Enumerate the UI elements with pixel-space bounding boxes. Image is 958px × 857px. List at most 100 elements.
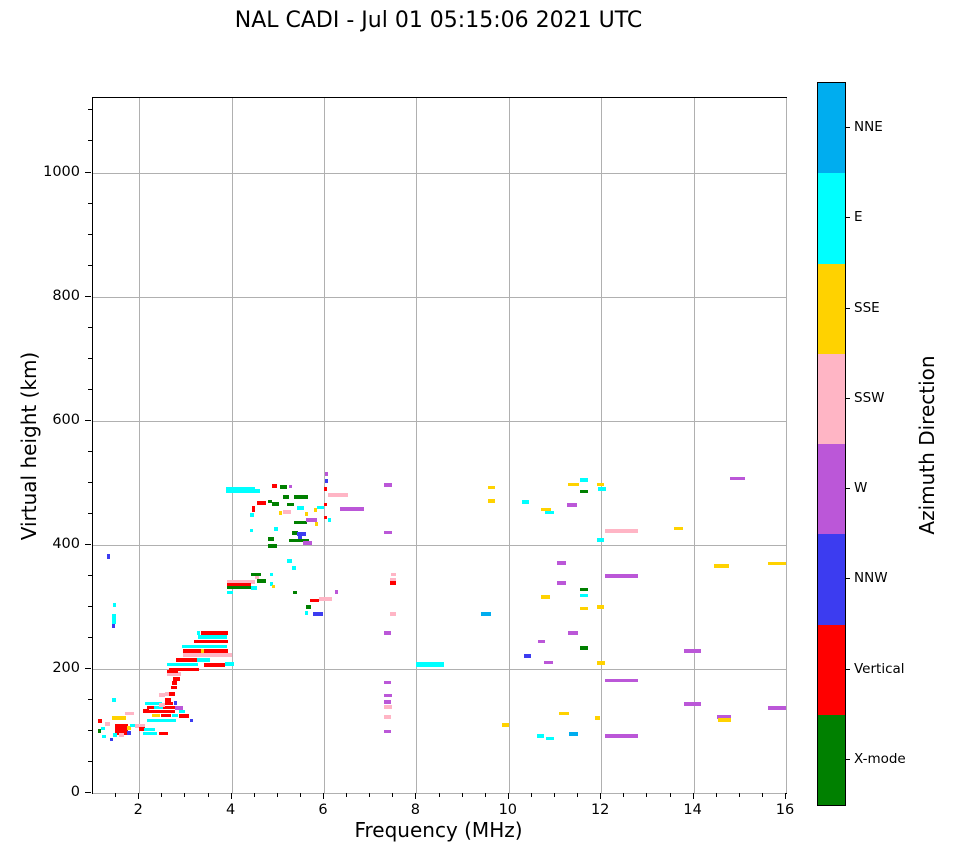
- gridline-y: [93, 420, 786, 422]
- y-tick-major: [85, 667, 91, 669]
- data-point: [97, 729, 102, 733]
- data-point: [200, 649, 204, 653]
- data-point: [250, 528, 254, 533]
- x-tick-minor: [369, 793, 371, 797]
- data-point: [384, 631, 392, 635]
- data-point: [272, 484, 278, 488]
- data-point: [557, 560, 566, 565]
- data-point: [287, 502, 295, 507]
- y-tick-minor: [88, 388, 92, 390]
- data-point: [154, 705, 164, 710]
- data-point: [568, 732, 579, 736]
- data-point: [164, 691, 170, 696]
- data-point: [488, 485, 495, 490]
- colorbar-label: Azimuth Direction: [915, 355, 939, 535]
- data-point: [147, 709, 176, 714]
- data-point: [558, 711, 569, 716]
- data-point: [226, 487, 255, 493]
- data-point: [134, 724, 145, 728]
- data-point: [166, 672, 181, 676]
- gridline-x: [508, 98, 510, 793]
- data-point: [112, 613, 116, 624]
- x-tick-minor: [761, 793, 763, 797]
- x-tick-minor: [646, 793, 648, 797]
- x-tick-major: [507, 793, 509, 799]
- gridline-x: [231, 98, 233, 793]
- data-point: [171, 681, 177, 685]
- x-tick-label: 12: [590, 802, 610, 818]
- y-tick-label: 0: [70, 784, 80, 800]
- x-tick-label: 2: [133, 802, 143, 818]
- data-point: [289, 538, 309, 543]
- data-point: [257, 501, 267, 505]
- data-point: [596, 538, 605, 542]
- data-point: [567, 482, 580, 487]
- gridline-y: [93, 172, 786, 174]
- data-point: [271, 584, 275, 589]
- y-tick-major: [85, 295, 91, 297]
- data-point: [111, 624, 115, 628]
- data-point: [224, 662, 234, 666]
- plot-area: [92, 97, 787, 794]
- data-point: [317, 505, 325, 510]
- data-point: [175, 706, 183, 710]
- gridline-y: [93, 296, 786, 298]
- data-point: [227, 585, 255, 590]
- data-point: [130, 723, 136, 728]
- colorbar-segment-x: [818, 714, 845, 806]
- x-tick-minor: [207, 793, 209, 797]
- data-point: [580, 606, 588, 611]
- data-point: [384, 483, 393, 488]
- colorbar-segment-e: [818, 173, 845, 264]
- colorbar-tick: [845, 307, 850, 309]
- colorbar-segment-nne: [818, 83, 845, 174]
- data-point: [161, 713, 171, 718]
- data-point: [717, 717, 732, 722]
- data-point: [198, 635, 227, 640]
- data-point: [384, 729, 392, 734]
- x-tick-minor: [438, 793, 440, 797]
- data-point: [598, 487, 606, 491]
- x-tick-major: [138, 793, 140, 799]
- data-point: [604, 678, 639, 683]
- data-point: [327, 518, 332, 522]
- gridline-x: [601, 98, 603, 793]
- data-point: [115, 723, 129, 735]
- data-point: [580, 593, 588, 598]
- data-point: [684, 702, 701, 707]
- data-point: [595, 716, 601, 720]
- y-tick-minor: [88, 264, 92, 266]
- x-tick-minor: [184, 793, 186, 797]
- data-point: [183, 649, 228, 653]
- y-tick-minor: [88, 140, 92, 142]
- x-tick-minor: [623, 793, 625, 797]
- data-point: [294, 520, 307, 525]
- data-point: [109, 737, 114, 742]
- data-point: [415, 662, 445, 668]
- data-point: [176, 658, 197, 662]
- x-tick-minor: [484, 793, 486, 797]
- data-point: [168, 691, 175, 696]
- data-point: [521, 500, 530, 504]
- data-point: [118, 733, 124, 738]
- data-point: [324, 515, 327, 520]
- colorbar-tick-label: W: [854, 480, 868, 497]
- data-point: [112, 603, 117, 607]
- data-point: [481, 612, 492, 617]
- data-point: [182, 644, 227, 649]
- data-point: [291, 565, 296, 570]
- gridline-y: [93, 668, 786, 670]
- data-point: [297, 506, 305, 510]
- y-tick-label: 1000: [43, 163, 80, 180]
- y-tick-major: [85, 419, 91, 421]
- data-point: [251, 586, 257, 591]
- data-point: [324, 472, 328, 476]
- gridline-x: [324, 98, 325, 793]
- data-point: [306, 605, 311, 609]
- colorbar-tick-label: NNE: [854, 119, 883, 136]
- x-tick-major: [785, 793, 786, 799]
- y-tick-label: 400: [52, 535, 80, 552]
- data-point: [178, 714, 189, 718]
- data-point: [159, 703, 165, 707]
- x-tick-minor: [276, 793, 278, 797]
